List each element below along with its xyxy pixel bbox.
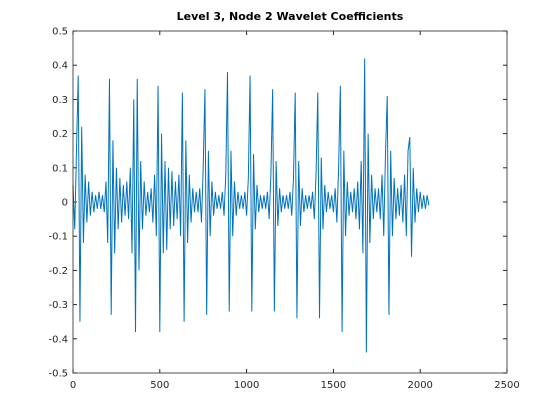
y-tick-label: 0.1: [52, 163, 68, 174]
y-tick-label: -0.4: [48, 334, 68, 345]
y-tick-label: 0: [62, 198, 68, 209]
y-tick-label: 0.5: [52, 27, 68, 38]
y-tick-label: 0.3: [52, 95, 68, 106]
axes-box: [72, 30, 508, 374]
x-tick-label: 1500: [321, 380, 346, 391]
chart-title: Level 3, Node 2 Wavelet Coefficients: [177, 10, 404, 23]
x-tick-label: 500: [150, 380, 169, 391]
x-tick-label: 1000: [234, 380, 259, 391]
y-tick-label: 0.4: [52, 61, 68, 72]
y-tick-label: 0.2: [52, 129, 68, 140]
x-tick-label: 2000: [407, 380, 432, 391]
x-tick-label: 2500: [494, 380, 519, 391]
y-tick-label: -0.3: [48, 300, 68, 311]
x-tick-label: 0: [70, 380, 76, 391]
y-tick-label: -0.2: [48, 266, 68, 277]
y-tick-label: -0.5: [48, 369, 68, 380]
y-tick-label: -0.1: [48, 232, 68, 243]
signal-line: [72, 58, 430, 353]
